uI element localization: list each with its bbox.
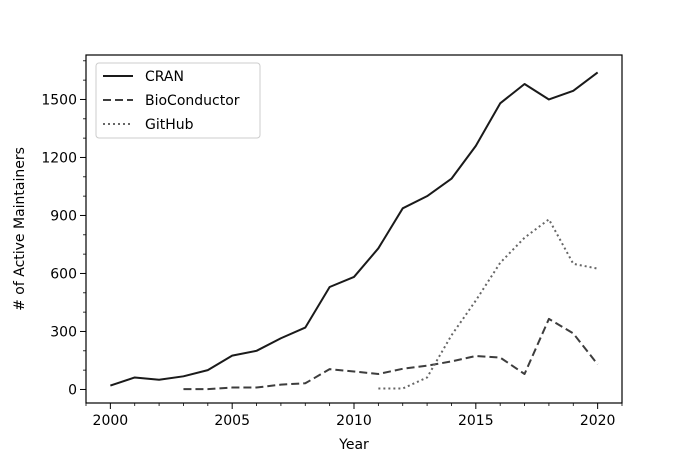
y-tick-label-300: 300 — [50, 324, 77, 340]
legend-label-cran: CRAN — [145, 69, 184, 85]
x-tick-label-2010: 2010 — [336, 413, 372, 429]
x-axis-title: Year — [338, 437, 369, 453]
data-point-bioconductor-2020 — [596, 362, 600, 366]
data-point-github-2011 — [376, 387, 380, 391]
data-point-bioconductor-2006 — [255, 386, 259, 390]
y-tick-label-1200: 1200 — [41, 150, 77, 166]
x-tick-label-2020: 2020 — [580, 413, 616, 429]
data-point-github-2016 — [498, 261, 502, 265]
data-point-cran-2003 — [181, 374, 185, 378]
data-point-cran-2004 — [206, 368, 210, 372]
data-point-bioconductor-2015 — [474, 354, 478, 358]
data-point-github-2019 — [571, 262, 575, 266]
data-point-cran-2014 — [449, 177, 453, 181]
series-line-bioconductor — [183, 317, 599, 391]
data-point-cran-2011 — [376, 246, 380, 250]
data-point-bioconductor-2011 — [376, 372, 380, 376]
data-point-bioconductor-2012 — [401, 367, 405, 371]
data-point-cran-2008 — [303, 326, 307, 330]
data-point-cran-2001 — [133, 375, 137, 379]
y-tick-label-1500: 1500 — [41, 92, 77, 108]
data-point-cran-2016 — [498, 101, 502, 105]
data-point-bioconductor-2017 — [523, 372, 527, 376]
data-point-cran-2000 — [108, 384, 112, 388]
data-point-bioconductor-2007 — [279, 383, 283, 387]
data-point-cran-2005 — [230, 354, 234, 358]
legend-label-bioconductor: BioConductor — [145, 93, 240, 109]
y-tick-label-600: 600 — [50, 266, 77, 282]
x-tick-label-2000: 2000 — [93, 413, 129, 429]
legend: CRAN BioConductor GitHub — [95, 62, 261, 139]
series-line-cran — [110, 71, 599, 387]
x-tick-label-2005: 2005 — [214, 413, 250, 429]
data-point-bioconductor-2005 — [230, 386, 234, 390]
data-point-cran-2012 — [401, 206, 405, 210]
data-point-bioconductor-2004 — [206, 387, 210, 391]
series-line-github — [378, 218, 598, 390]
y-tick-label-0: 0 — [68, 382, 77, 398]
data-point-github-2013 — [425, 375, 429, 379]
data-point-github-2020 — [596, 267, 600, 271]
data-point-bioconductor-2003 — [181, 387, 185, 391]
data-point-cran-2019 — [571, 89, 575, 93]
y-axis-title: # of Active Maintainers — [12, 147, 28, 311]
data-point-cran-2010 — [352, 275, 356, 279]
data-point-cran-2015 — [474, 144, 478, 148]
data-point-github-2017 — [523, 236, 527, 240]
data-point-cran-2020 — [596, 70, 600, 74]
x-tick-label-2015: 2015 — [458, 413, 494, 429]
data-point-bioconductor-2016 — [498, 356, 502, 360]
data-point-bioconductor-2013 — [425, 364, 429, 368]
data-point-cran-2009 — [328, 285, 332, 289]
data-point-bioconductor-2019 — [571, 331, 575, 335]
data-point-cran-2002 — [157, 378, 161, 382]
data-point-github-2018 — [547, 217, 551, 221]
data-point-github-2014 — [449, 333, 453, 337]
data-point-cran-2006 — [255, 349, 259, 353]
legend-label-github: GitHub — [145, 117, 194, 133]
data-point-cran-2007 — [279, 336, 283, 340]
data-point-github-2012 — [401, 387, 405, 391]
data-point-github-2015 — [474, 299, 478, 303]
data-point-cran-2017 — [523, 82, 527, 86]
data-point-bioconductor-2010 — [352, 369, 356, 373]
data-point-bioconductor-2014 — [449, 359, 453, 363]
y-tick-label-900: 900 — [50, 208, 77, 224]
data-point-bioconductor-2018 — [547, 317, 551, 321]
data-point-bioconductor-2008 — [303, 381, 307, 385]
legend-box — [95, 62, 261, 139]
data-point-bioconductor-2009 — [328, 367, 332, 371]
data-point-cran-2018 — [547, 97, 551, 101]
data-point-cran-2013 — [425, 194, 429, 198]
